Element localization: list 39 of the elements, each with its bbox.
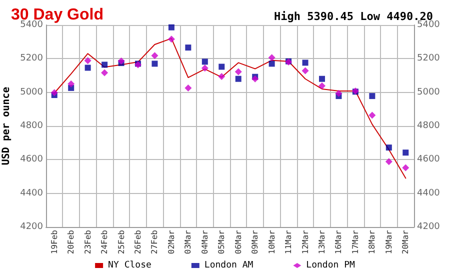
y-tick-label: 5200 — [20, 54, 44, 64]
y2-tick-label: 4400 — [417, 188, 440, 198]
x-tick-label: 02Mar — [166, 230, 176, 254]
x-tick-label: 05Mar — [217, 230, 226, 254]
x-tick-label: 16Mar — [334, 230, 344, 254]
x-tick-label: 06Mar — [234, 230, 243, 254]
legend-label: NY Close — [108, 260, 152, 270]
x-tick-label: 09Mar — [250, 230, 260, 254]
x-tick-label: 27Feb — [150, 230, 160, 254]
x-tick-label: 24Feb — [100, 230, 110, 254]
x-tick-label: 11Mar — [284, 230, 294, 254]
legend-label: London AM — [204, 260, 254, 270]
y-tick-label: 4800 — [20, 121, 44, 131]
x-tick-label: 18Mar — [368, 230, 377, 254]
y2-tick-label: 4200 — [417, 222, 440, 232]
y2-tick-label: 5200 — [417, 54, 440, 64]
x-tick-label: 12Mar — [300, 230, 310, 254]
legend-label: London PM — [306, 260, 356, 270]
y-tick-label: 4600 — [20, 154, 44, 165]
x-tick-label: 19Feb — [50, 230, 59, 254]
y-tick-label: 4400 — [20, 188, 44, 198]
x-tick-label: 26Feb — [134, 230, 142, 254]
x-tick-label: 10Mar — [267, 230, 276, 254]
y2-tick-label: 4600 — [417, 154, 440, 165]
y2-tick-label: 5400 — [417, 20, 440, 30]
y2-tick-label: 4800 — [417, 121, 440, 131]
x-tick-label: 20Feb — [66, 230, 76, 254]
x-tick-label: 23Feb — [83, 230, 92, 254]
x-tick-label: 03Mar — [184, 230, 193, 254]
y-tick-label: 4200 — [20, 222, 44, 232]
y-tick-label: 5000 — [20, 87, 44, 98]
x-tick-label: 19Mar — [384, 230, 394, 254]
x-tick-label: 17Mar — [350, 230, 360, 254]
x-tick-label: 13Mar — [318, 230, 326, 254]
y-axis-title: USD per ounce — [1, 86, 12, 166]
x-tick-label: 20Mar — [401, 230, 410, 254]
x-tick-label: 25Feb — [116, 230, 126, 254]
y2-tick-label: 5000 — [417, 87, 440, 98]
x-tick-label: 04Mar — [200, 230, 210, 254]
